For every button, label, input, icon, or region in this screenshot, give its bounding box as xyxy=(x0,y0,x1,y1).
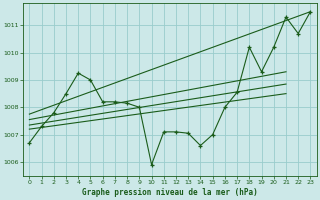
X-axis label: Graphe pression niveau de la mer (hPa): Graphe pression niveau de la mer (hPa) xyxy=(82,188,258,197)
